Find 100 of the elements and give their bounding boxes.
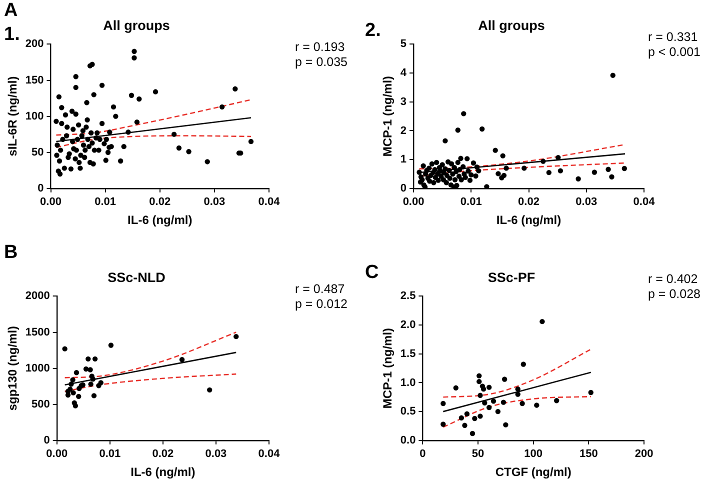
y-tick-label: 0 — [38, 182, 44, 194]
x-tick-label: 100 — [524, 448, 543, 460]
point — [476, 378, 482, 384]
y-tick-label: 0.5 — [400, 406, 416, 418]
point — [453, 385, 458, 391]
point — [68, 386, 73, 392]
line-series — [56, 99, 252, 136]
point — [520, 362, 526, 367]
point — [72, 403, 78, 408]
point — [88, 382, 94, 387]
text: 1. — [4, 24, 20, 46]
x-tick-label: 0.00 — [46, 448, 68, 460]
x-axis-title: IL-6 (ng/ml) — [128, 213, 192, 228]
point — [588, 390, 594, 396]
point — [70, 377, 76, 382]
point — [74, 370, 80, 376]
y-tick-label: 2000 — [25, 290, 50, 302]
text: B — [4, 242, 18, 264]
text: p = 0.035 — [295, 55, 348, 70]
text: A — [4, 0, 18, 22]
x-tick-label: 0.01 — [99, 448, 121, 460]
point — [179, 357, 185, 362]
point — [440, 422, 446, 427]
x-tick-label: 0.03 — [204, 196, 226, 208]
x-tick-label: 0 — [420, 448, 426, 460]
x-tick-label: 50 — [472, 448, 484, 460]
y-tick-label: 500 — [32, 398, 50, 410]
y-tick-label: 1500 — [25, 326, 50, 338]
text: 2. — [365, 20, 381, 42]
point — [458, 415, 464, 421]
y-tick-label: 0 — [400, 182, 407, 194]
point — [478, 392, 483, 398]
point — [90, 376, 96, 382]
x-axis-title: CTGF (ng/ml) — [495, 465, 572, 480]
point — [540, 318, 545, 324]
y-axis-title: sIL-6R (ng/ml) — [6, 76, 20, 156]
text: p = 0.012 — [295, 297, 348, 312]
x-tick-label: 0.03 — [576, 196, 598, 208]
point — [462, 422, 468, 428]
x-tick-label: 0.02 — [152, 448, 174, 460]
y-tick-label: 0 — [44, 434, 50, 446]
line-series — [64, 373, 237, 392]
point — [502, 376, 508, 382]
point — [68, 382, 74, 387]
y-tick-label: 2.0 — [400, 319, 416, 332]
x-axis-title: IL-6 (ng/ml) — [496, 213, 562, 228]
y-tick-label: 100 — [25, 110, 44, 122]
point — [503, 422, 508, 428]
point — [486, 384, 492, 390]
point — [98, 380, 104, 386]
x-tick-label: 0.01 — [460, 196, 482, 208]
x-tick-label: 0.04 — [258, 448, 281, 460]
point — [88, 367, 93, 372]
point — [440, 400, 446, 406]
y-tick-label: 5 — [400, 38, 407, 50]
point — [207, 387, 212, 393]
text: r = 0.402 — [648, 272, 699, 287]
y-axis-title: sgp130 (ng/ml) — [6, 326, 20, 411]
point — [500, 400, 506, 405]
point — [534, 402, 540, 408]
point — [478, 414, 483, 419]
y-tick-label: 1000 — [25, 362, 50, 374]
x-tick-label: 0.00 — [40, 196, 62, 208]
y-tick-label: 2.5 — [400, 290, 416, 302]
x-tick-label: 150 — [579, 448, 598, 460]
line-series — [64, 332, 237, 378]
text: r = 0.331 — [648, 30, 699, 45]
point — [470, 430, 476, 436]
y-tick-label: 2 — [400, 124, 407, 137]
text: p = 0.028 — [648, 287, 700, 302]
y-tick-label: 50 — [32, 146, 44, 158]
x-tick-label: 0.03 — [205, 448, 227, 460]
x-tick-label: 0.02 — [149, 196, 171, 208]
point — [480, 386, 486, 392]
line-series — [56, 135, 252, 148]
line-series — [442, 348, 592, 398]
y-axis-title: MCP-1 (ng/ml) — [380, 76, 395, 157]
point — [515, 392, 520, 397]
y-tick-label: 3 — [400, 96, 407, 108]
text: r = 0.487 — [295, 282, 346, 297]
point — [86, 356, 91, 362]
x-tick-label: 0.04 — [258, 196, 281, 208]
point — [108, 342, 114, 348]
y-tick-label: 1 — [400, 154, 407, 166]
point — [476, 373, 482, 378]
point — [234, 334, 239, 340]
chart-title: SSc-NLD — [108, 270, 166, 285]
point — [62, 346, 68, 352]
x-axis-title: IL-6 (ng/ml) — [130, 465, 196, 480]
point — [92, 356, 98, 362]
x-tick-label: 0.00 — [402, 196, 424, 208]
point — [515, 386, 520, 392]
chart-title: SSc-PF — [488, 270, 536, 285]
text: C — [365, 262, 379, 284]
text: r = 0.193 — [295, 40, 346, 55]
y-tick-label: 150 — [25, 74, 44, 86]
text: p < 0.001 — [648, 45, 700, 60]
y-tick-label: 1.0 — [400, 376, 416, 389]
point — [472, 416, 478, 422]
y-tick-label: 0.0 — [400, 434, 416, 446]
